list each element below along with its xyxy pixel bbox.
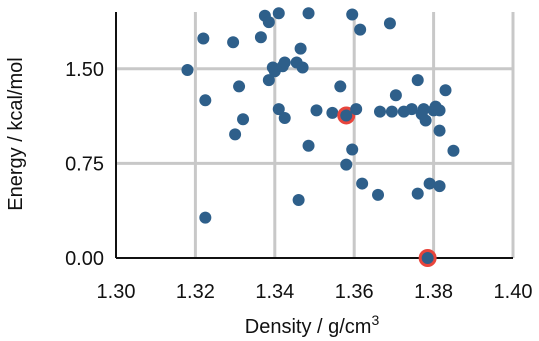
- data-point: [417, 103, 430, 116]
- data-point: [354, 23, 367, 36]
- data-point: [272, 7, 285, 20]
- data-point: [197, 32, 210, 45]
- data-point: [199, 94, 212, 107]
- data-point: [419, 114, 432, 127]
- data-point: [356, 177, 369, 190]
- data-point: [439, 84, 452, 97]
- data-point: [326, 106, 339, 119]
- y-axis-title: Energy / kcal/mol: [5, 57, 27, 210]
- data-point: [296, 61, 309, 74]
- data-points: [181, 7, 460, 267]
- x-tick-label: 1.38: [414, 281, 453, 303]
- data-point: [385, 105, 398, 118]
- data-point: [229, 128, 242, 141]
- data-point: [334, 80, 347, 93]
- data-point: [294, 42, 307, 55]
- data-point: [227, 36, 240, 49]
- data-point: [433, 104, 446, 117]
- data-point: [262, 74, 275, 87]
- x-tick-label: 1.40: [494, 281, 533, 303]
- data-point: [383, 17, 396, 30]
- data-point: [346, 8, 359, 21]
- x-tick-label: 1.36: [335, 281, 374, 303]
- tick-labels: 1.30 1.32 1.34 1.36 1.38 1.40 0.00 0.75 1.50: [65, 59, 532, 303]
- data-point: [423, 177, 436, 190]
- data-point: [389, 89, 402, 102]
- data-point: [374, 105, 387, 118]
- data-point: [340, 158, 353, 171]
- y-tick-label: 1.50: [65, 59, 104, 81]
- x-tick-label: 1.30: [97, 281, 136, 303]
- data-point: [433, 180, 446, 193]
- data-point: [372, 188, 385, 201]
- data-point: [405, 103, 418, 116]
- x-axis-title-text: Density / g/cm: [245, 316, 372, 338]
- highlighted-data-point: [421, 252, 434, 264]
- data-point: [346, 143, 359, 156]
- data-point: [181, 64, 194, 77]
- axes: [115, 12, 513, 259]
- data-point: [233, 80, 246, 93]
- x-tick-label: 1.32: [176, 281, 215, 303]
- data-point: [278, 111, 291, 124]
- y-tick-label: 0.75: [65, 153, 104, 175]
- data-point: [262, 16, 275, 29]
- data-point: [292, 193, 305, 206]
- data-point: [411, 187, 424, 200]
- x-tick-label: 1.34: [255, 281, 294, 303]
- data-point: [302, 139, 315, 152]
- gridlines: [116, 12, 515, 258]
- highlighted-data-point: [340, 109, 353, 122]
- y-tick-label: 0.00: [65, 248, 104, 270]
- data-point: [272, 103, 285, 116]
- data-point: [278, 56, 291, 69]
- data-point: [199, 211, 212, 224]
- data-point: [433, 124, 446, 137]
- x-axis-title: Density / g/cm3: [245, 312, 380, 338]
- data-point: [350, 103, 363, 116]
- data-point: [302, 7, 315, 20]
- data-point: [447, 144, 460, 157]
- data-point: [237, 113, 250, 126]
- data-point: [310, 104, 323, 117]
- x-axis-title-superscript: 3: [371, 312, 379, 328]
- data-point: [254, 31, 267, 44]
- data-point: [411, 74, 424, 87]
